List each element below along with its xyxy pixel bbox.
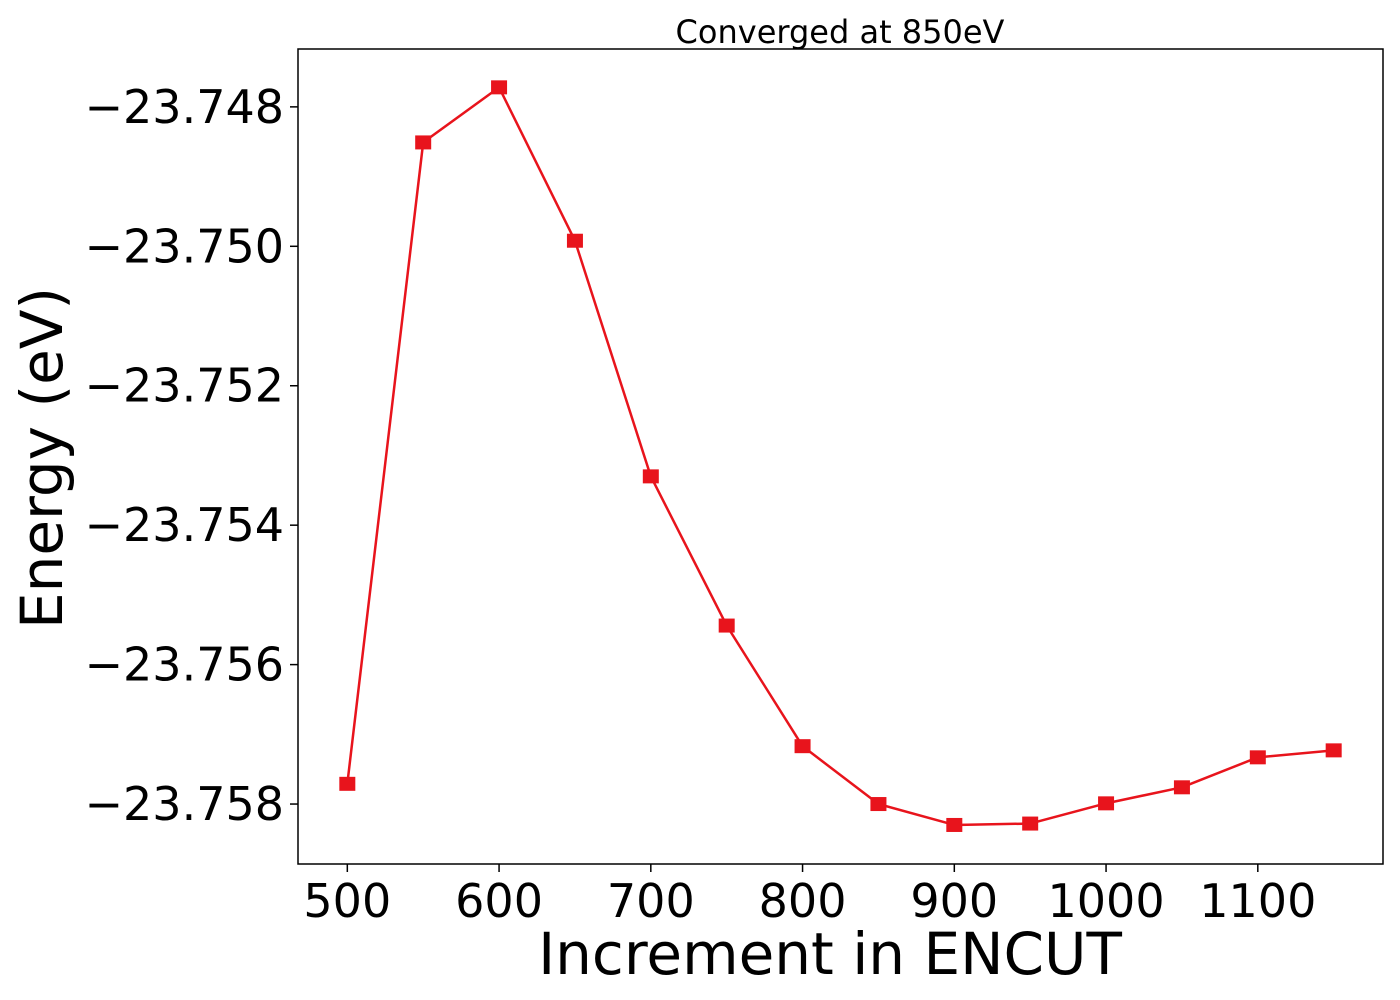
x-axis: 500 600 700 800 900 1000 1100 (303, 864, 1316, 928)
y-tick-label: −23.754 (85, 498, 285, 552)
data-point-marker (566, 233, 583, 248)
data-point-marker (339, 776, 356, 791)
data-point-marker (1098, 796, 1115, 811)
y-tick-label: −23.750 (85, 219, 285, 273)
x-tick-label: 1000 (1048, 874, 1165, 928)
x-axis-label: Increment in ENCUT (538, 920, 1122, 988)
y-axis: −23.748 −23.750 −23.752 −23.754 −23.756 −23.7… (85, 80, 298, 831)
plot-data-layer (339, 80, 1342, 832)
data-point-marker (718, 618, 735, 633)
data-point-marker (491, 80, 508, 95)
y-tick-label: −23.758 (85, 777, 285, 831)
x-tick-label: 700 (607, 874, 695, 928)
x-tick-label: 900 (910, 874, 998, 928)
series-line (346, 86, 1334, 827)
data-point-marker (1173, 780, 1190, 795)
x-tick-label: 500 (303, 874, 391, 928)
chart-title: Converged at 850eV (676, 13, 1005, 51)
data-point-marker (794, 739, 811, 754)
data-point-marker (1325, 743, 1342, 758)
y-tick-label: −23.752 (85, 359, 285, 413)
data-point-marker (1249, 750, 1266, 765)
x-tick-label: 1100 (1199, 874, 1316, 928)
data-point-marker (642, 469, 659, 484)
y-axis-label: Energy (eV) (8, 287, 76, 629)
data-point-marker (870, 797, 887, 812)
plot-area-frame (297, 48, 1384, 865)
data-point-marker (415, 135, 432, 150)
y-tick-label: −23.756 (85, 638, 285, 692)
y-tick-label: −23.748 (85, 80, 285, 134)
x-tick-label: 600 (455, 874, 543, 928)
data-point-marker (1022, 816, 1039, 831)
x-tick-label: 800 (759, 874, 847, 928)
data-point-marker (946, 817, 963, 832)
